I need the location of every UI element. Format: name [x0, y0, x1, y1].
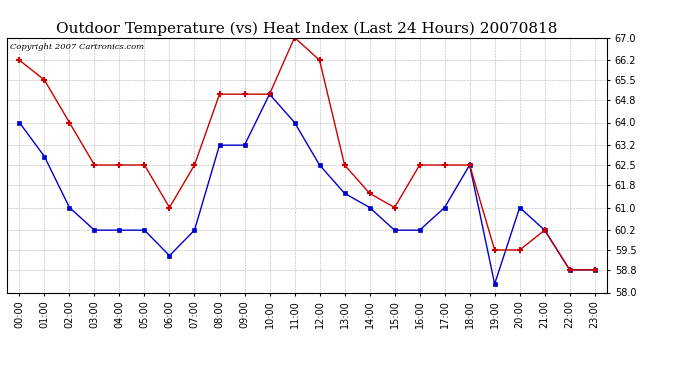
- Title: Outdoor Temperature (vs) Heat Index (Last 24 Hours) 20070818: Outdoor Temperature (vs) Heat Index (Las…: [57, 22, 558, 36]
- Text: Copyright 2007 Cartronics.com: Copyright 2007 Cartronics.com: [10, 43, 144, 51]
